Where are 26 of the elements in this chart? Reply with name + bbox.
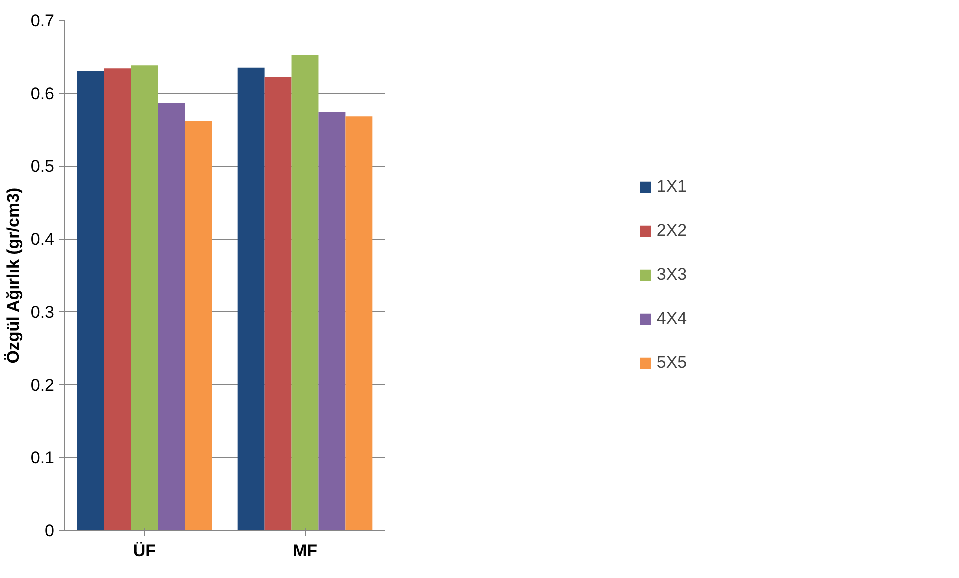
y-tick-label: 0.6	[30, 84, 55, 104]
y-tick-label: 0.3	[30, 302, 55, 322]
y-tick-label: 0.1	[30, 448, 55, 468]
legend-label: 2X2	[656, 221, 688, 241]
bar	[131, 66, 158, 530]
y-axis-title: Özgül Ağırlık (gr/cm3)	[4, 188, 23, 364]
legend-label: 4X4	[656, 309, 688, 329]
bar	[264, 77, 292, 530]
bar	[346, 116, 373, 530]
bar	[238, 68, 265, 530]
y-tick-label: 0	[45, 522, 55, 540]
x-tick-label: MF	[292, 542, 318, 560]
y-tick-label: 0.7	[30, 12, 55, 30]
y-tick-label: 0.4	[30, 230, 55, 250]
legend-label: 3X3	[656, 265, 688, 285]
y-tick-label: 0.2	[30, 376, 55, 395]
legend-label: 5X5	[656, 353, 688, 373]
x-tick-label: ÜF	[133, 542, 156, 560]
bar	[104, 68, 132, 530]
bar	[318, 112, 346, 530]
bar	[77, 72, 104, 530]
bar	[292, 55, 319, 530]
legend-label: 1X1	[656, 177, 688, 197]
bar	[185, 121, 212, 530]
bar	[158, 104, 186, 530]
y-tick-label: 0.5	[30, 157, 55, 176]
